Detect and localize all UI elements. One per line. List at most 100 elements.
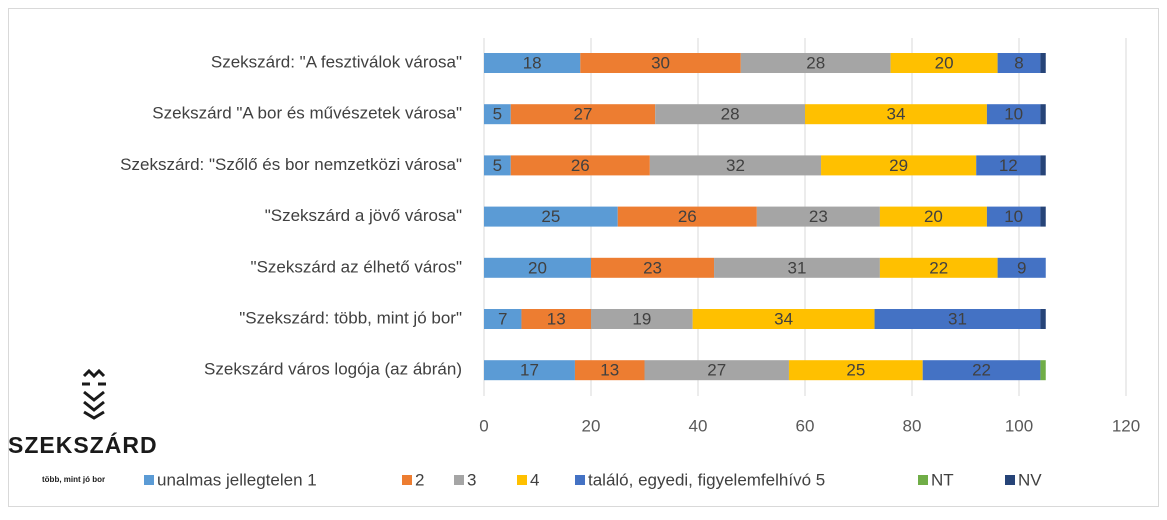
data-label: 22 (929, 258, 948, 277)
data-label: 19 (632, 309, 651, 328)
bar-segment (580, 53, 741, 73)
data-label: 23 (809, 207, 828, 226)
bar-segment (484, 309, 522, 329)
bar-segment (997, 53, 1041, 73)
data-label: 5 (493, 156, 502, 175)
legend-swatch (918, 475, 928, 485)
data-label: 27 (707, 361, 726, 380)
bar-segment (879, 206, 987, 227)
legend-label: NT (931, 470, 954, 489)
bar-segment (805, 104, 987, 125)
legend-swatch (402, 475, 412, 485)
legend-label: 3 (467, 470, 476, 489)
data-label: 5 (493, 105, 502, 124)
bar-segment (756, 206, 880, 227)
legend-swatch (144, 475, 154, 485)
data-label: 9 (1017, 258, 1026, 277)
data-label: 20 (935, 53, 954, 72)
bar-segment (1040, 309, 1046, 329)
legend-label: találó, egyedi, figyelemfelhívó 5 (588, 470, 825, 489)
bar-segment (484, 257, 591, 278)
category-label: Szekszárd: "A fesztiválok városa" (211, 52, 462, 71)
bar-segment (890, 53, 998, 73)
bar-segment (997, 257, 1046, 278)
data-label: 26 (678, 207, 697, 226)
data-label: 23 (643, 258, 662, 277)
logo-tagline: több, mint jó bor (42, 475, 105, 484)
bar-segment (510, 155, 650, 176)
data-label: 29 (889, 156, 908, 175)
bar-segment (510, 104, 656, 125)
category-label: Szekszárd "A bor és művészetek városa" (152, 104, 462, 123)
data-label: 22 (972, 361, 991, 380)
bar-segment (484, 360, 575, 381)
data-label: 25 (846, 361, 865, 380)
bar-segment (484, 206, 618, 227)
data-label: 25 (541, 207, 560, 226)
bar-segment (922, 360, 1041, 381)
bar-segment (1040, 206, 1046, 227)
bar-segment (976, 155, 1041, 176)
legend-label: 4 (530, 470, 539, 489)
bar-segment (484, 104, 511, 125)
bar-segment (574, 360, 645, 381)
legend-swatch (575, 475, 585, 485)
bar-segment (484, 155, 511, 176)
data-label: 10 (1004, 207, 1023, 226)
data-label: 10 (1004, 105, 1023, 124)
legend-swatch (1005, 475, 1015, 485)
bar-segment (879, 257, 998, 278)
bar-segment (591, 257, 715, 278)
bar-segment (788, 360, 923, 381)
bar-segment (821, 155, 977, 176)
x-tick-label: 40 (689, 416, 708, 435)
bar-segment (521, 309, 591, 329)
bar-segment (649, 155, 822, 176)
data-label: 13 (547, 309, 566, 328)
data-label: 28 (721, 105, 740, 124)
data-label: 20 (924, 207, 943, 226)
category-label: "Szekszárd az élhető város" (251, 257, 462, 276)
data-label: 34 (886, 105, 905, 124)
bar-segment (692, 309, 875, 329)
data-label: 13 (600, 361, 619, 380)
data-label: 7 (498, 309, 507, 328)
bar-segment (655, 104, 805, 125)
data-label: 18 (523, 53, 542, 72)
x-tick-label: 20 (582, 416, 601, 435)
logo-icon (82, 368, 106, 420)
category-label: "Szekszárd: több, mint jó bor" (239, 308, 462, 327)
bar-segment (591, 309, 693, 329)
bar-segment (644, 360, 789, 381)
legend-label: 2 (415, 470, 424, 489)
logo-name: SZEKSZÁRD (8, 431, 158, 458)
data-label: 26 (571, 156, 590, 175)
category-label: Szekszárd város logója (az ábrán) (204, 360, 462, 379)
data-label: 12 (999, 156, 1018, 175)
bar-segment (714, 257, 880, 278)
x-tick-label: 0 (479, 416, 488, 435)
data-label: 17 (520, 361, 539, 380)
bar-segment (740, 53, 891, 73)
bar-segment (484, 53, 581, 73)
legend-swatch (454, 475, 464, 485)
bar-segment (874, 309, 1041, 329)
legend-label: NV (1018, 470, 1042, 489)
data-label: 32 (726, 156, 745, 175)
category-label: "Szekszárd a jövő városa" (265, 206, 462, 225)
bar-segment (1040, 360, 1046, 381)
data-label: 8 (1014, 53, 1023, 72)
data-label: 34 (774, 309, 793, 328)
data-label: 20 (528, 258, 547, 277)
chart-border (8, 8, 1159, 507)
data-label: 30 (651, 53, 670, 72)
bar-segment (986, 206, 1041, 227)
legend-swatch (517, 475, 527, 485)
x-tick-label: 80 (903, 416, 922, 435)
bar-segment (617, 206, 757, 227)
bar-segment (1040, 155, 1046, 176)
data-label: 27 (574, 105, 593, 124)
bar-segment (1040, 104, 1046, 125)
category-label: Szekszárd: "Szőlő és bor nemzetközi váro… (120, 155, 462, 174)
